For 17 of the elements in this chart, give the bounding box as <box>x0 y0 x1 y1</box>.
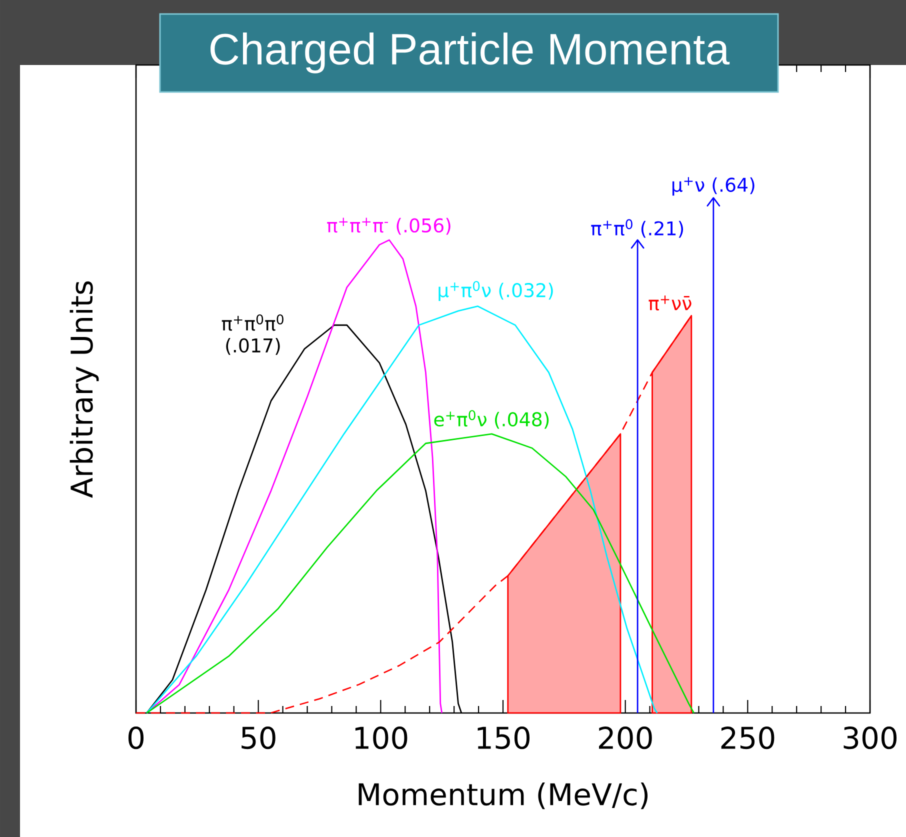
chart-title: Charged Particle Momenta <box>210 32 730 74</box>
ref-line-label: μ$^{+}$ν (.64) <box>672 177 754 196</box>
x-tick-label: 0 <box>128 726 144 750</box>
x-tick-label: 50 <box>242 726 276 750</box>
series-label: π$^{+}$π$^{+}$π$^{-}$ (.056) <box>327 218 450 235</box>
x-tick-label: 100 <box>355 726 408 750</box>
x-tick-label: 250 <box>721 726 774 750</box>
series-label: π$^{+}$νν̄ <box>648 296 692 310</box>
series-label: e$^{+}$π$^{0}$ν (.048) <box>434 410 549 429</box>
y-axis-title: Arbitrary Units <box>70 281 99 498</box>
x-axis-title: Momentum (MeV/c) <box>358 782 648 810</box>
x-tick-label: 150 <box>478 726 530 750</box>
x-tick-label: 200 <box>599 726 652 750</box>
x-tick-label: 300 <box>844 726 897 750</box>
series-label: μ$^{+}$π$^{0}$ν (.032) <box>438 280 553 302</box>
ref-line-label: π$^{+}$π$^{0}$ (.21) <box>591 219 684 238</box>
series-label: π$^{+}$π$^{0}$π$^{0}$ (.017) <box>222 314 284 355</box>
